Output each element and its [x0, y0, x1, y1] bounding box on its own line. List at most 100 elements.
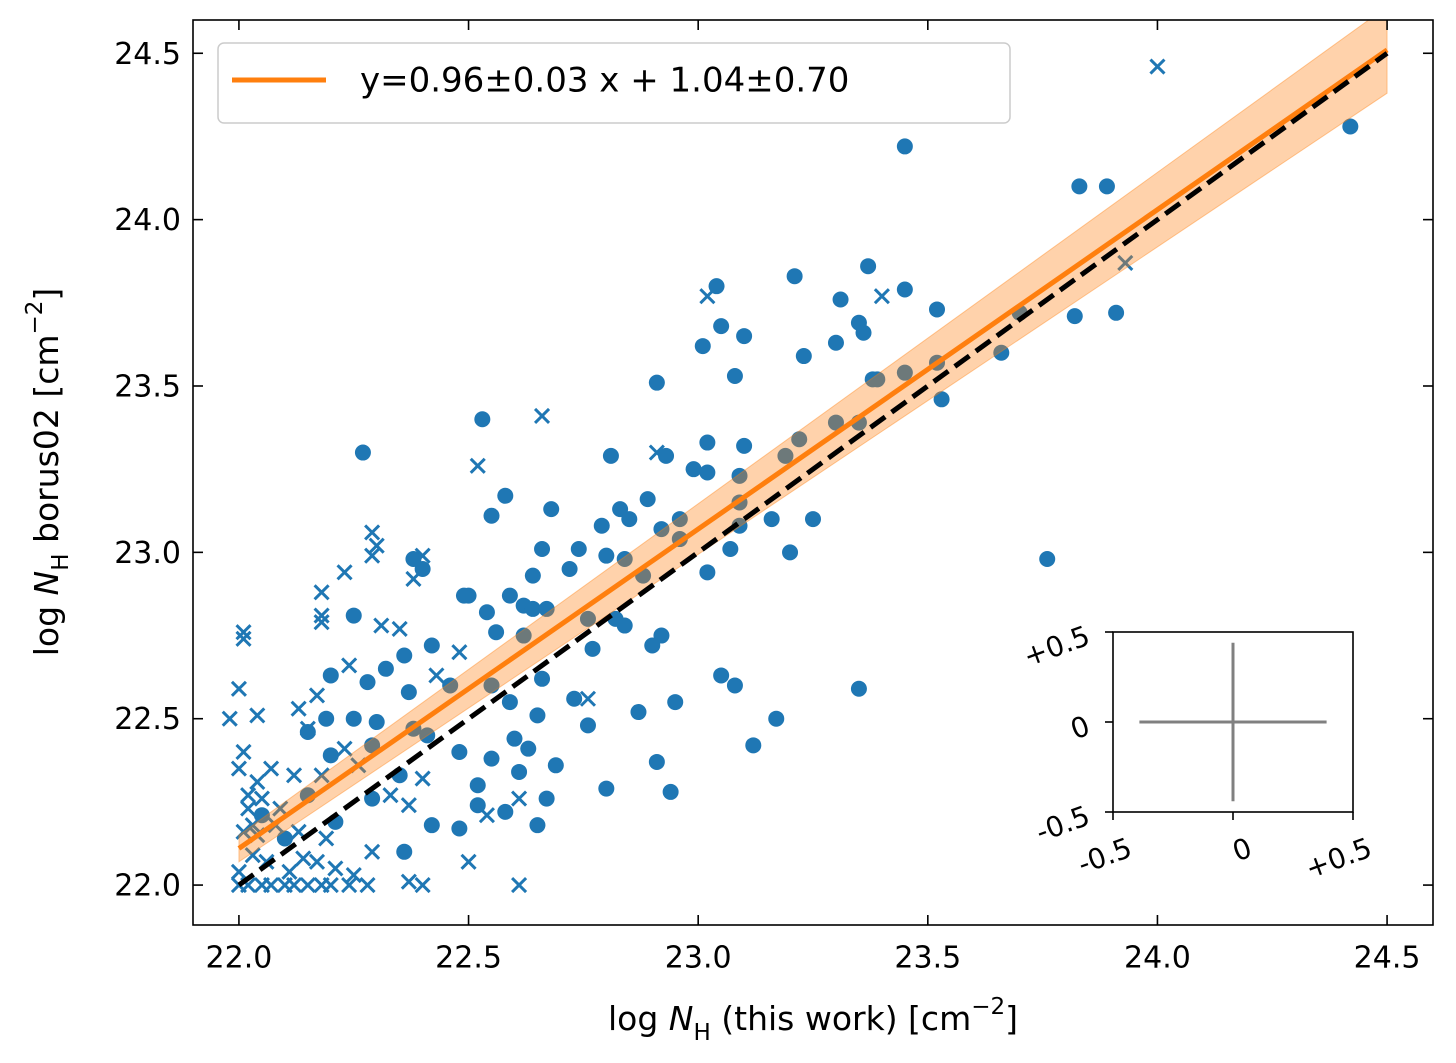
- circle-point: [639, 491, 656, 508]
- cross-point: [511, 877, 528, 894]
- y-tick-label: 23.0: [114, 536, 181, 571]
- cross-point: [373, 617, 390, 634]
- x-axis-label: log NH (this work) [cm−2]: [608, 994, 1018, 1046]
- circle-point: [354, 444, 371, 461]
- cross-point: [511, 790, 528, 807]
- cross-point: [648, 444, 665, 461]
- cross-point: [240, 800, 257, 817]
- cross-point: [235, 743, 252, 761]
- legend-box: [217, 42, 1011, 124]
- circle-point: [501, 587, 518, 604]
- circle-point: [722, 541, 739, 558]
- circle-point: [483, 677, 500, 694]
- circle-point: [731, 467, 748, 484]
- cross-point: [341, 657, 358, 674]
- circle-point: [534, 541, 551, 558]
- cross-point: [336, 740, 353, 757]
- plot-area: [221, 20, 1389, 894]
- circle-point: [368, 714, 385, 731]
- circle-point: [929, 301, 945, 318]
- cross-point: [359, 877, 376, 894]
- circle-point: [667, 694, 684, 711]
- cross-point: [235, 624, 252, 641]
- circle-point: [832, 291, 849, 308]
- circle-point: [501, 694, 518, 711]
- y-tick-label: 24.5: [114, 37, 181, 72]
- circle-point: [1066, 308, 1083, 325]
- circle-point: [419, 727, 436, 744]
- circle-point: [497, 487, 514, 504]
- cross-point: [313, 584, 330, 601]
- circle-point: [653, 521, 670, 538]
- circle-point: [805, 511, 821, 528]
- circle-point: [699, 564, 716, 581]
- circle-point: [511, 763, 528, 780]
- inset-x-tick-label: -0.5: [1073, 831, 1136, 881]
- axis-label-part: −2: [22, 301, 48, 335]
- cross-point: [364, 547, 381, 564]
- circle-point: [726, 677, 743, 694]
- circle-point: [593, 517, 610, 534]
- circle-point: [515, 627, 532, 644]
- cross-point: [230, 680, 247, 697]
- circle-point: [396, 647, 413, 664]
- circle-point: [731, 517, 748, 534]
- circle-point: [598, 780, 615, 797]
- circle-point: [276, 830, 293, 847]
- cross-point: [1149, 58, 1166, 75]
- x-tick-label: 22.5: [435, 941, 502, 976]
- circle-point: [451, 820, 468, 837]
- circle-point: [520, 740, 537, 757]
- circle-point: [455, 587, 472, 604]
- x-tick-label: 24.5: [1354, 941, 1421, 976]
- cross-point: [469, 457, 486, 474]
- inset-x-tick-label: 0: [1228, 831, 1256, 868]
- circle-point: [745, 737, 762, 754]
- circle-point: [543, 501, 560, 518]
- circle-point: [469, 777, 486, 794]
- circle-point: [658, 447, 675, 464]
- circle-point: [524, 567, 541, 584]
- circle-point: [616, 617, 633, 634]
- axis-label-part: borus02 [cm: [27, 335, 66, 554]
- circle-point: [400, 684, 417, 701]
- circle-point: [538, 790, 555, 807]
- circle-point: [570, 541, 587, 558]
- cross-point: [364, 524, 381, 541]
- circle-point: [685, 461, 702, 478]
- cross-point: [295, 850, 312, 867]
- circle-point: [474, 411, 491, 428]
- circle-point: [896, 281, 913, 298]
- circle-point: [933, 391, 950, 408]
- axis-label-part: N: [27, 571, 66, 596]
- circle-point: [566, 690, 583, 707]
- circle-point: [993, 344, 1010, 361]
- x-tick-label: 24.0: [1124, 941, 1191, 976]
- circle-point: [736, 437, 753, 454]
- axis-label-part: H: [48, 553, 74, 570]
- circle-point: [736, 328, 753, 345]
- cross-point: [345, 867, 362, 884]
- cross-point: [336, 564, 353, 581]
- cross-point: [235, 630, 252, 647]
- cross-point: [414, 770, 431, 787]
- circle-point: [579, 610, 596, 627]
- circle-point: [713, 667, 730, 684]
- cross-point: [249, 773, 266, 790]
- circle-point: [850, 680, 867, 697]
- cross-point: [451, 644, 468, 661]
- cross-point: [533, 407, 551, 424]
- circle-point: [318, 710, 335, 727]
- cross-point: [341, 877, 358, 894]
- cross-point: [272, 800, 289, 817]
- cross-point: [322, 877, 339, 894]
- circle-point: [423, 637, 440, 654]
- cross-point: [285, 767, 303, 784]
- cross-point: [263, 877, 280, 894]
- circle-point: [630, 704, 647, 721]
- circle-point: [483, 750, 500, 767]
- cross-point: [327, 860, 344, 877]
- circle-point: [795, 348, 812, 365]
- legend: y=0.96±0.03 x + 1.04±0.70: [217, 42, 1011, 124]
- cross-point: [391, 620, 408, 637]
